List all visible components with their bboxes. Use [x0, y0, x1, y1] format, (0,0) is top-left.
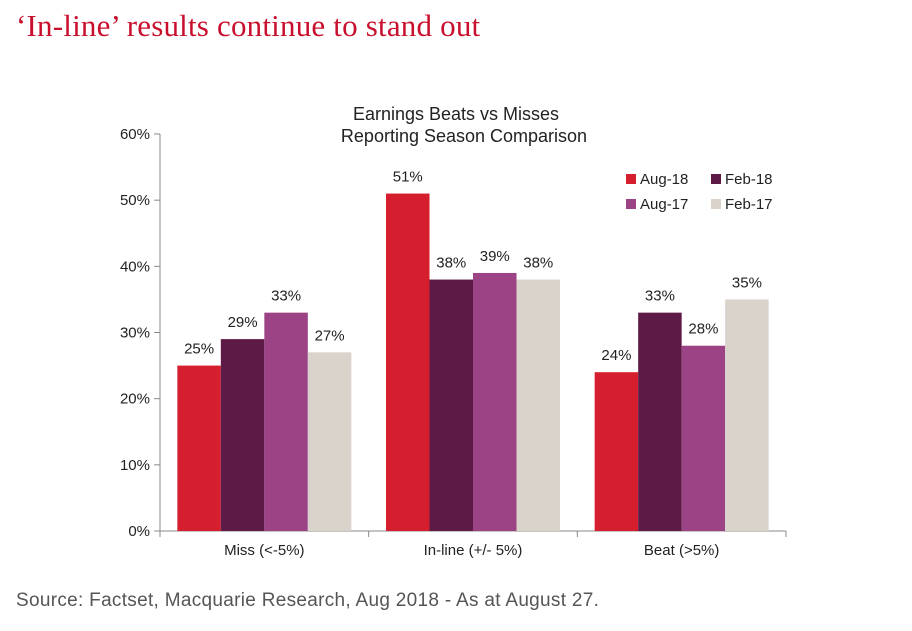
bar-aug-17 [681, 345, 726, 531]
legend-swatch-aug-18 [626, 174, 636, 184]
legend-label: Feb-17 [725, 196, 773, 213]
y-tick-label: 10% [120, 457, 150, 474]
bar-feb-18 [220, 339, 265, 531]
bar-value-label: 33% [645, 288, 675, 305]
legend-swatch-feb-18 [711, 174, 721, 184]
y-tick-label: 40% [120, 258, 150, 275]
y-tick-label: 30% [120, 325, 150, 342]
legend-label: Aug-18 [640, 171, 688, 188]
bar-value-label: 51% [393, 169, 423, 186]
bar-value-label: 28% [688, 321, 718, 338]
bar-feb-17 [307, 352, 352, 531]
bar-value-label: 39% [480, 248, 510, 265]
legend-swatch-aug-17 [626, 199, 636, 209]
bar-feb-18 [638, 312, 682, 531]
legend-label: Aug-17 [640, 196, 688, 213]
bar-value-label: 24% [601, 347, 631, 364]
bar-value-label: 25% [184, 341, 214, 358]
source-note: Source: Factset, Macquarie Research, Aug… [16, 590, 600, 611]
x-category-label: Miss (<-5%) [224, 542, 304, 559]
page-headline: ‘In-line’ results continue to stand out [16, 8, 481, 43]
y-tick-label: 50% [120, 192, 150, 209]
bar-aug-18 [177, 365, 221, 531]
bar-value-label: 29% [228, 314, 258, 331]
y-tick-label: 20% [120, 391, 150, 408]
bar-value-label: 35% [732, 274, 762, 291]
x-category-label: Beat (>5%) [644, 542, 719, 559]
bar-aug-18 [386, 193, 430, 532]
chart-subtitle: Reporting Season Comparison [341, 126, 587, 146]
chart-title: Earnings Beats vs Misses [353, 104, 559, 124]
bar-value-label: 33% [271, 288, 301, 305]
legend-swatch-feb-17 [711, 199, 721, 209]
y-tick-label: 60% [120, 126, 150, 143]
bar-aug-17 [264, 312, 308, 531]
bar-value-label: 38% [523, 255, 553, 272]
legend-label: Feb-18 [725, 171, 773, 188]
bar-feb-17 [725, 299, 769, 531]
x-category-label: In-line (+/- 5%) [424, 542, 523, 559]
bar-feb-18 [429, 279, 473, 531]
bar-aug-18 [594, 372, 639, 531]
y-tick-label: 0% [128, 523, 150, 540]
bar-value-label: 38% [436, 255, 466, 272]
bar-feb-17 [516, 279, 560, 531]
bar-aug-17 [473, 272, 517, 531]
bar-value-label: 27% [315, 327, 345, 344]
